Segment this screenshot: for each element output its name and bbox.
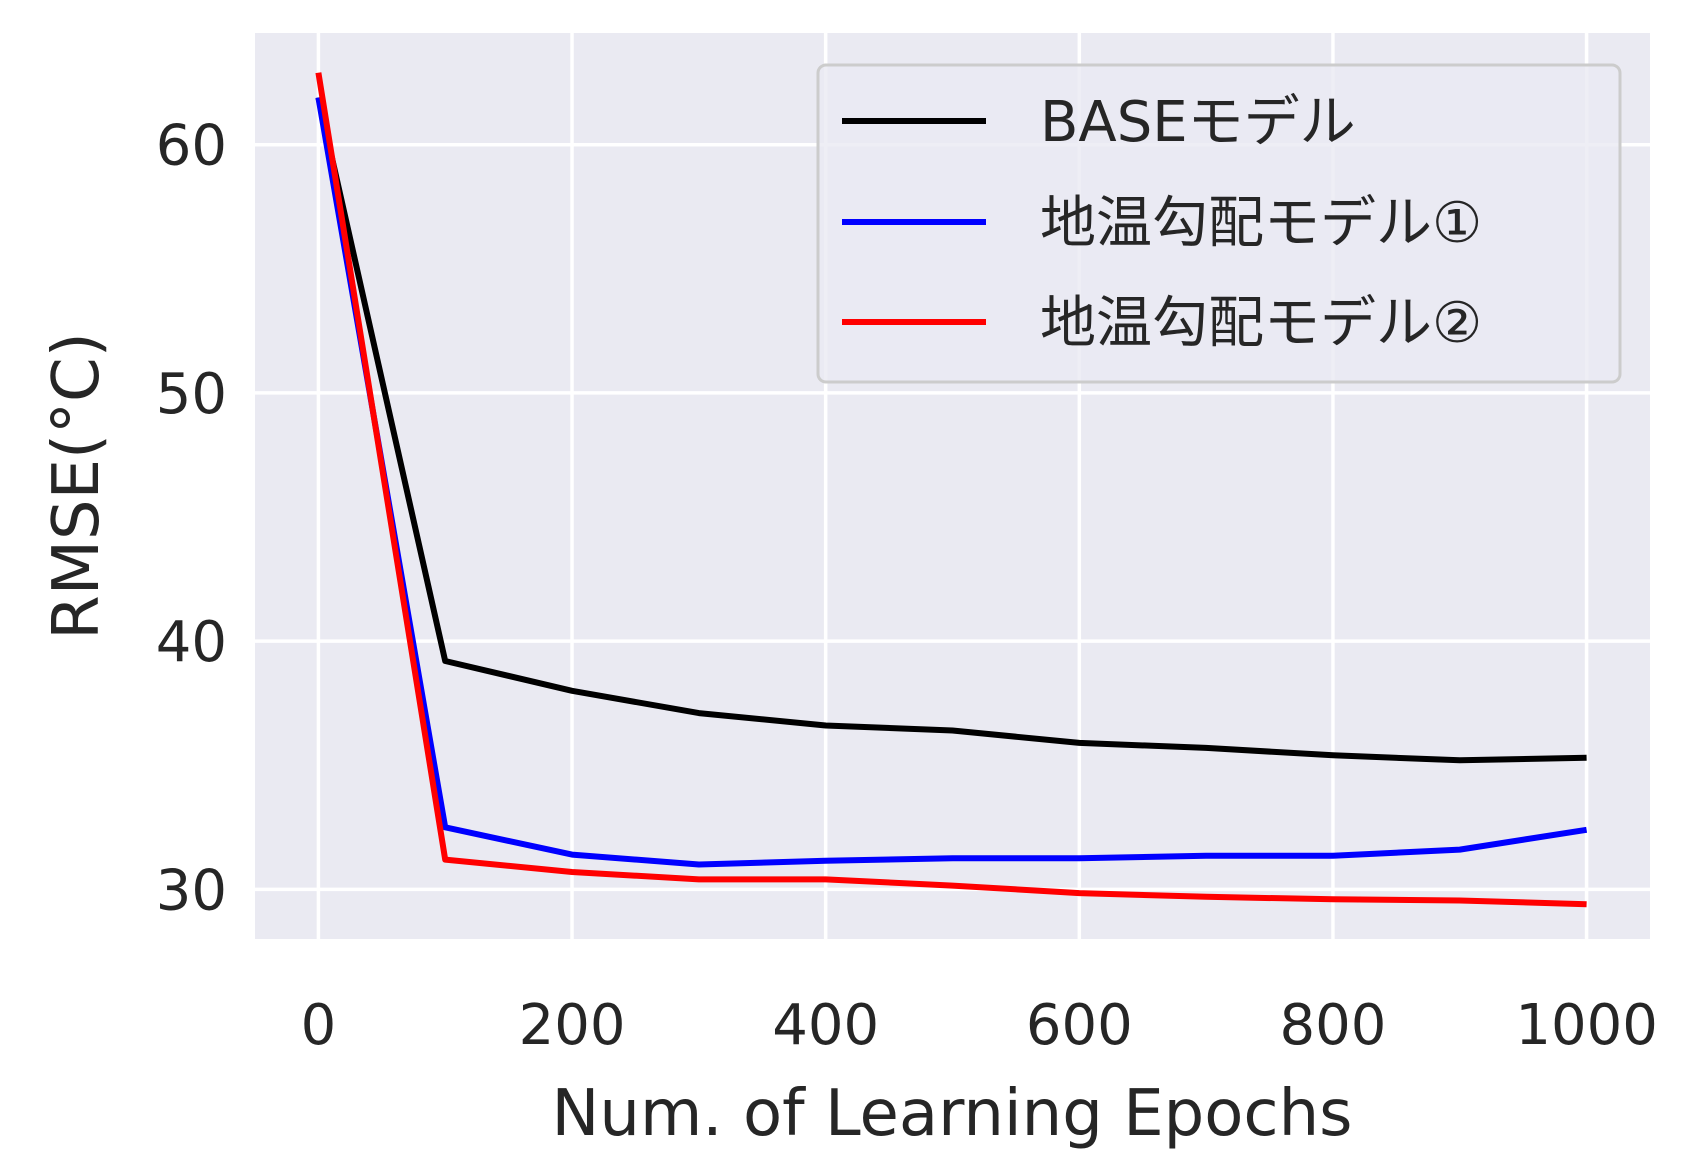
y-tick-label: 40 <box>156 610 227 675</box>
x-tick-label: 200 <box>519 993 626 1058</box>
x-axis-label: Num. of Learning Epochs <box>552 1077 1353 1151</box>
y-tick-label: 30 <box>156 858 227 923</box>
series-lines <box>315 72 1588 908</box>
legend-box <box>816 63 1622 384</box>
series-line-geothermal-2 <box>315 72 1587 908</box>
y-tick-label: 60 <box>156 114 227 179</box>
x-tick-label: 1000 <box>1515 993 1658 1058</box>
legend-label-geothermal-2: 地温勾配モデル② <box>1040 291 1482 356</box>
x-tick-label: 0 <box>301 993 337 1058</box>
x-tick-label: 600 <box>1026 993 1133 1058</box>
x-tick-label: 400 <box>772 993 879 1058</box>
x-tick-label: 800 <box>1280 993 1387 1058</box>
y-tick-labels: 30 40 50 60 <box>156 114 227 924</box>
y-tick-label: 50 <box>156 362 227 427</box>
legend-label-geothermal-1: 地温勾配モデル① <box>1040 191 1482 256</box>
x-tick-labels: 0 200 400 600 800 1000 <box>301 993 1658 1058</box>
series-line-base <box>315 96 1587 764</box>
legend-label-base: BASEモデル <box>1040 90 1356 155</box>
y-axis-label: RMSE(°C) <box>40 332 114 639</box>
series-line-geothermal-1 <box>315 96 1588 868</box>
legend: BASEモデル 地温勾配モデル① 地温勾配モデル② <box>816 63 1622 384</box>
